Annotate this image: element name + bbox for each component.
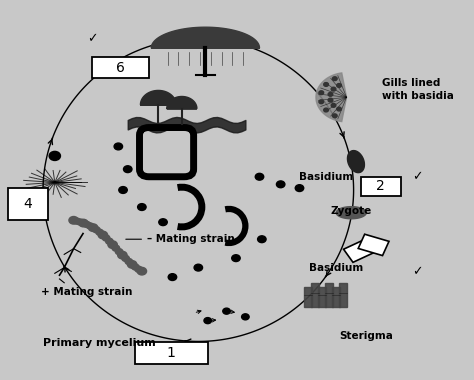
Circle shape xyxy=(137,204,146,211)
Text: 6: 6 xyxy=(116,61,125,75)
Polygon shape xyxy=(311,283,319,307)
Text: Basidium: Basidium xyxy=(309,263,363,272)
Polygon shape xyxy=(347,150,365,173)
Polygon shape xyxy=(325,283,333,307)
Circle shape xyxy=(125,258,133,264)
Polygon shape xyxy=(304,287,312,307)
Circle shape xyxy=(128,261,137,268)
Circle shape xyxy=(337,84,341,87)
Circle shape xyxy=(98,231,108,239)
Circle shape xyxy=(324,82,328,86)
Circle shape xyxy=(337,107,341,111)
Text: 1: 1 xyxy=(167,346,176,360)
Circle shape xyxy=(132,264,139,270)
Circle shape xyxy=(112,245,119,251)
Circle shape xyxy=(83,221,91,227)
Text: Primary mycelium: Primary mycelium xyxy=(43,338,156,348)
Text: – Mating strain: – Mating strain xyxy=(146,234,234,244)
Circle shape xyxy=(168,274,177,280)
FancyBboxPatch shape xyxy=(8,188,48,220)
Circle shape xyxy=(319,100,324,104)
Circle shape xyxy=(96,229,103,235)
Circle shape xyxy=(204,318,211,324)
Circle shape xyxy=(276,181,285,188)
Circle shape xyxy=(135,266,142,272)
Circle shape xyxy=(69,217,78,224)
Text: Sterigma: Sterigma xyxy=(339,331,393,341)
Polygon shape xyxy=(319,287,326,307)
FancyBboxPatch shape xyxy=(92,57,149,78)
Polygon shape xyxy=(332,287,340,307)
Circle shape xyxy=(106,238,113,244)
Polygon shape xyxy=(339,283,347,307)
FancyBboxPatch shape xyxy=(135,342,208,364)
Text: Gills lined
with basidia: Gills lined with basidia xyxy=(382,78,454,101)
Circle shape xyxy=(102,235,110,241)
Bar xyxy=(344,239,375,262)
Polygon shape xyxy=(167,97,197,109)
Polygon shape xyxy=(316,73,346,122)
Polygon shape xyxy=(151,27,259,48)
Text: 2: 2 xyxy=(376,179,385,193)
Circle shape xyxy=(49,151,61,160)
Circle shape xyxy=(232,255,240,261)
Circle shape xyxy=(332,114,337,118)
Circle shape xyxy=(73,218,81,224)
Circle shape xyxy=(118,251,127,259)
Circle shape xyxy=(242,314,249,320)
Circle shape xyxy=(89,224,98,231)
Circle shape xyxy=(255,173,264,180)
Text: ✓: ✓ xyxy=(87,32,98,45)
Text: Basidium: Basidium xyxy=(300,172,354,182)
Circle shape xyxy=(124,166,132,173)
Text: Zygote: Zygote xyxy=(330,206,371,216)
Circle shape xyxy=(331,87,336,91)
Circle shape xyxy=(86,223,94,229)
FancyBboxPatch shape xyxy=(361,177,401,196)
Circle shape xyxy=(137,268,146,275)
Circle shape xyxy=(76,219,84,225)
Text: + Mating strain: + Mating strain xyxy=(41,287,132,297)
Circle shape xyxy=(119,187,127,193)
Circle shape xyxy=(331,103,336,107)
Circle shape xyxy=(115,249,123,255)
Polygon shape xyxy=(336,207,366,219)
Circle shape xyxy=(319,91,324,95)
Circle shape xyxy=(92,227,100,233)
Circle shape xyxy=(122,255,129,261)
Polygon shape xyxy=(140,90,176,105)
Circle shape xyxy=(79,219,88,227)
Circle shape xyxy=(114,143,123,150)
Circle shape xyxy=(257,236,266,242)
Circle shape xyxy=(328,98,333,102)
Circle shape xyxy=(159,219,167,226)
Circle shape xyxy=(223,308,230,314)
Circle shape xyxy=(332,77,337,81)
Text: ✓: ✓ xyxy=(412,170,422,183)
Circle shape xyxy=(108,241,118,249)
Circle shape xyxy=(328,92,333,96)
Bar xyxy=(358,234,389,256)
Text: 4: 4 xyxy=(23,197,32,211)
Circle shape xyxy=(194,264,202,271)
Circle shape xyxy=(295,185,304,192)
Text: ✓: ✓ xyxy=(412,265,422,278)
Circle shape xyxy=(324,108,328,112)
